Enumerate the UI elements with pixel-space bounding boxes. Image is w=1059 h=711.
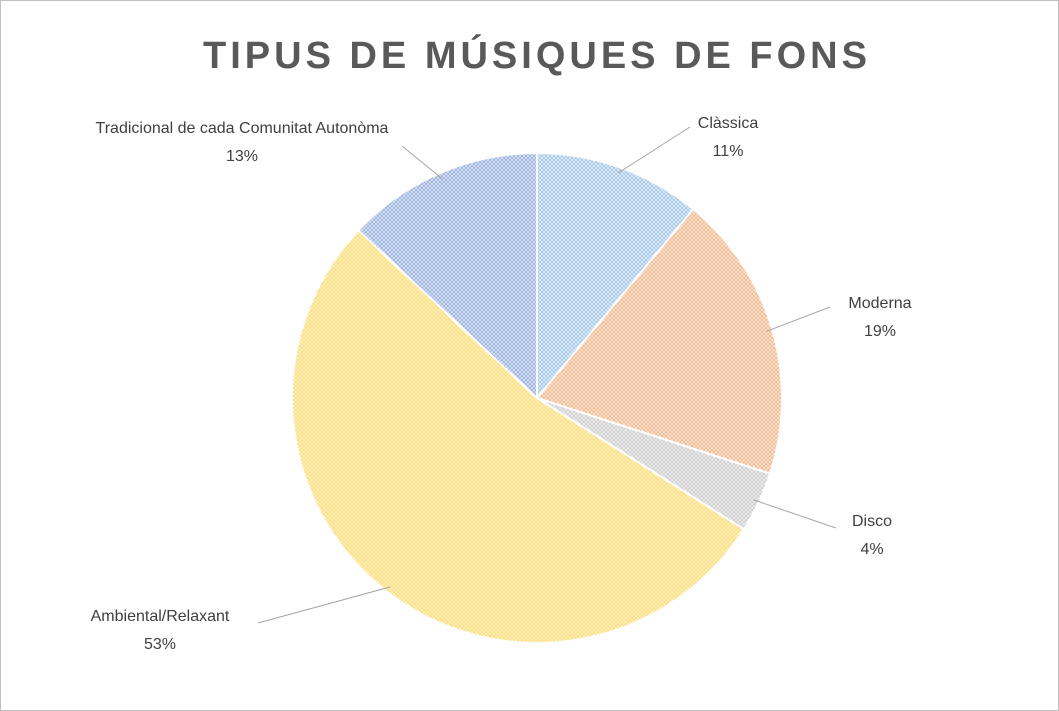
slice-value-label: 11% — [713, 143, 744, 160]
pie-slice — [291, 228, 746, 645]
slice-value-label: 19% — [864, 323, 896, 340]
leader-line — [257, 586, 391, 624]
slice-label: Moderna — [848, 295, 911, 312]
slice-label: Disco — [852, 513, 892, 530]
pie-slice — [356, 151, 538, 401]
slice-label: Tradicional de cada Comunitat Autonòma — [96, 120, 389, 137]
slice-value-label: 13% — [226, 148, 258, 165]
pie-slice — [536, 151, 695, 401]
slice-value-label: 53% — [144, 636, 176, 653]
chart-title: TIPUS DE MÚSIQUES DE FONS — [203, 33, 871, 77]
leader-line — [401, 145, 443, 180]
leader-line — [753, 499, 837, 529]
slice-label: Ambiental/Relaxant — [91, 608, 230, 625]
leader-line — [617, 126, 691, 174]
leader-line — [766, 306, 831, 332]
slice-value-label: 4% — [860, 541, 883, 558]
slice-label: Clàssica — [698, 115, 759, 132]
